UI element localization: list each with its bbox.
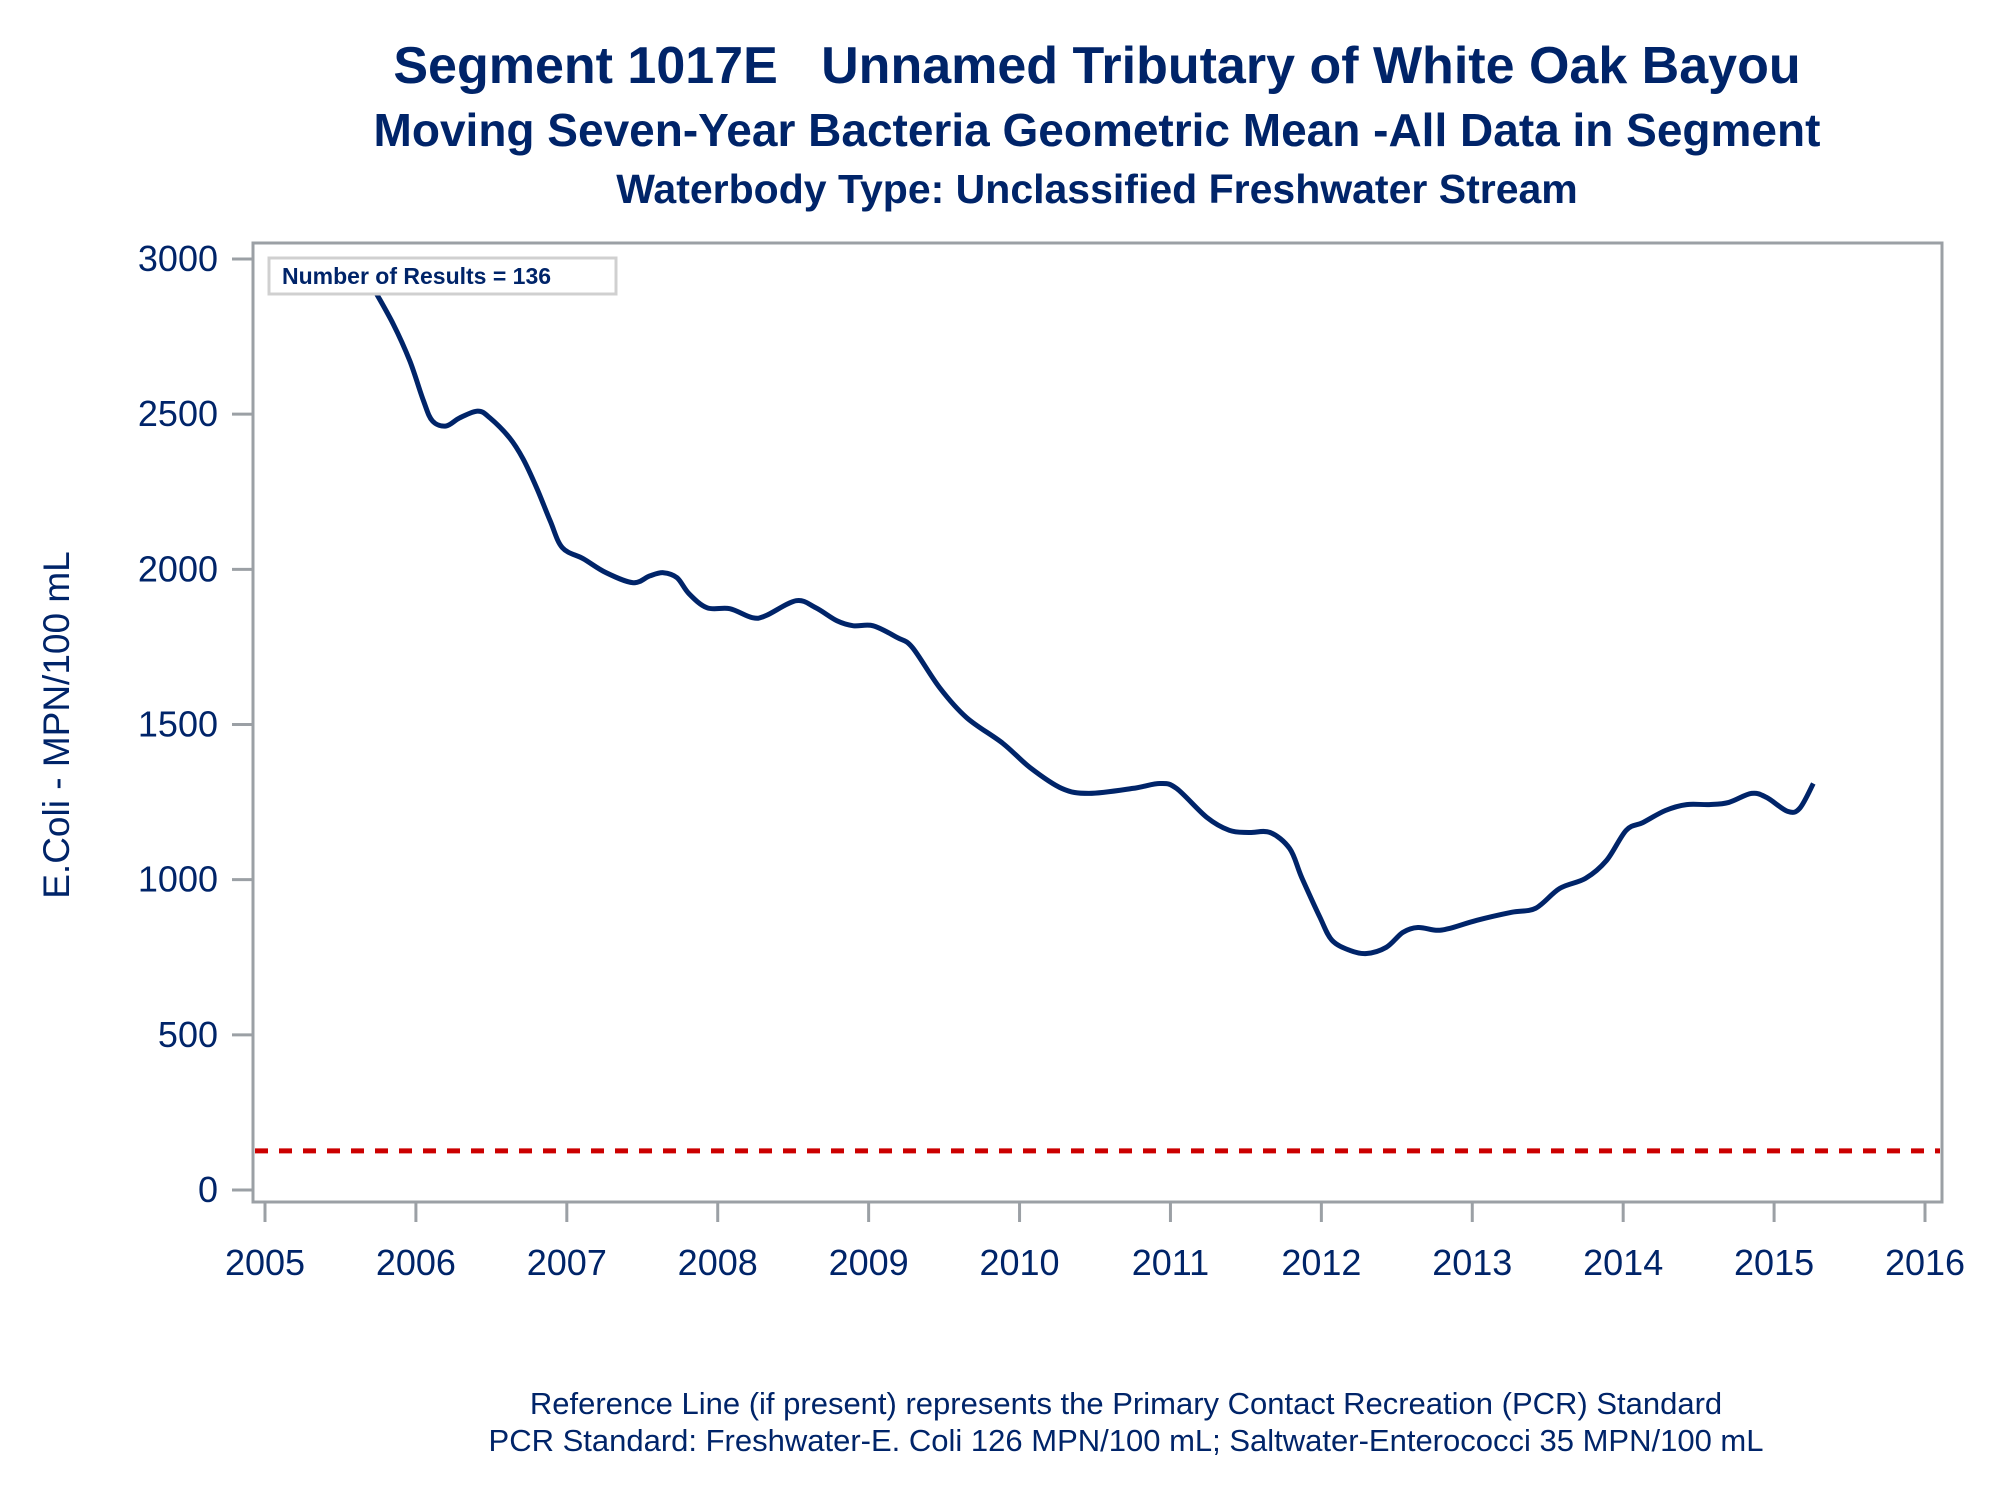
series-line <box>369 284 1816 957</box>
x-tick-label: 2010 <box>979 1242 1059 1283</box>
chart-subtitle: Moving Seven-Year Bacteria Geometric Mea… <box>373 104 1821 156</box>
y-tick-label: 2500 <box>138 393 218 434</box>
plot-frame <box>251 241 1944 1204</box>
waterbody-type: Waterbody Type: Unclassified Freshwater … <box>616 166 1578 212</box>
y-tick-label: 500 <box>158 1014 218 1055</box>
x-tick-label: 2008 <box>678 1242 758 1283</box>
y-tick-label: 1000 <box>138 859 218 900</box>
y-tick-label: 3000 <box>138 238 218 279</box>
x-tick-label: 2005 <box>225 1242 305 1283</box>
results-count-box <box>267 256 618 296</box>
x-tick-label: 2013 <box>1432 1242 1512 1283</box>
x-tick-label: 2006 <box>376 1242 456 1283</box>
footnote-reference-line: Reference Line (if present) represents t… <box>529 1386 1723 1421</box>
x-tick-label: 2009 <box>829 1242 909 1283</box>
y-tick-label: 2000 <box>138 548 218 589</box>
y-tick-label: 0 <box>198 1169 218 1210</box>
y-tick-label: 1500 <box>138 704 218 745</box>
results-count-label: Number of Results = 136 <box>282 263 551 289</box>
x-tick-label: 2012 <box>1281 1242 1361 1283</box>
x-tick-label: 2016 <box>1885 1242 1965 1283</box>
x-tick-label: 2014 <box>1583 1242 1663 1283</box>
x-axis: 2005 2006 2007 2008 2009 2010 2011 2012 2013 2014… <box>225 1202 1965 1283</box>
x-tick-label: 2007 <box>527 1242 607 1283</box>
footnote-pcr-standard: PCR Standard: Freshwater-E. Coli 126 MPN… <box>488 1423 1764 1458</box>
chart-title: Segment 1017E Unnamed Tributary of White… <box>393 37 1801 95</box>
y-axis: 0 500 1000 1500 2000 2500 3000 <box>138 238 253 1210</box>
x-tick-label: 2011 <box>1132 1242 1209 1283</box>
x-tick-label: 2015 <box>1734 1242 1814 1283</box>
y-axis-label: E.Coli - MPN/100 mL <box>36 551 77 899</box>
